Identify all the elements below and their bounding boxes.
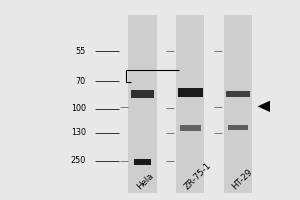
Bar [224, 15, 252, 193]
Polygon shape [257, 101, 270, 112]
Bar [178, 88, 203, 97]
Text: 70: 70 [76, 77, 86, 86]
Text: ZR-75-1: ZR-75-1 [182, 161, 213, 191]
Bar [128, 15, 157, 193]
Text: 250: 250 [70, 156, 86, 165]
Text: HT-29: HT-29 [230, 167, 254, 191]
Text: 55: 55 [76, 47, 86, 56]
Bar [180, 125, 201, 131]
Bar [176, 15, 205, 193]
Bar [228, 125, 248, 130]
Text: 100: 100 [71, 104, 86, 113]
Bar [131, 90, 154, 98]
Text: 130: 130 [71, 128, 86, 137]
Bar [134, 159, 152, 165]
Text: Hela: Hela [135, 171, 155, 191]
Bar [226, 91, 250, 97]
